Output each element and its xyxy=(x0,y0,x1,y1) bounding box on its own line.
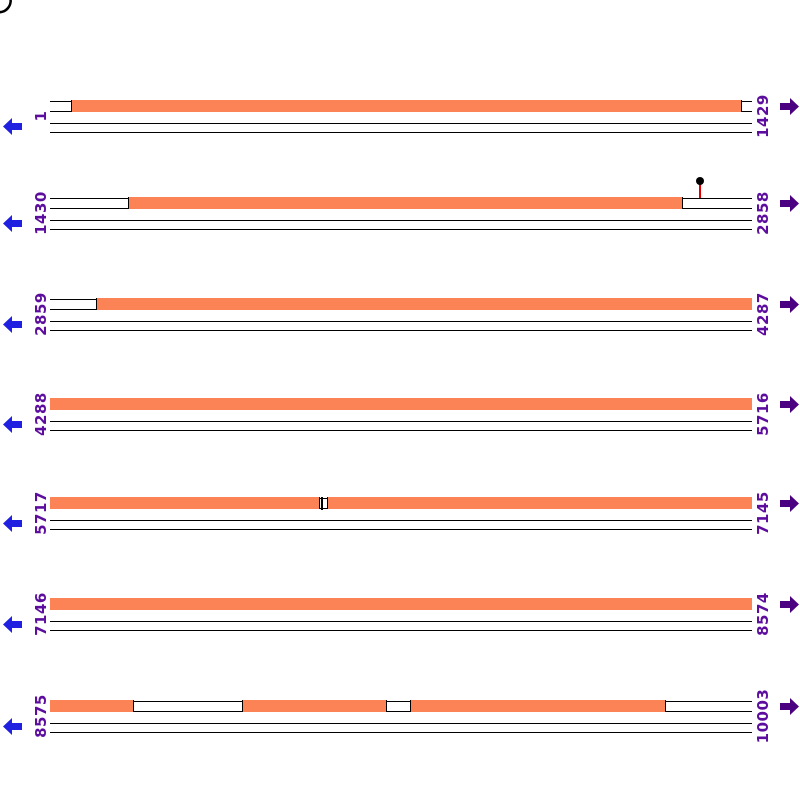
segment-start-coordinate: 8575 xyxy=(32,694,50,738)
frame-line-1 xyxy=(50,701,752,702)
segment-start-coordinate: 1 xyxy=(32,110,50,122)
frame-line-3 xyxy=(50,321,752,322)
segment-start-coordinate: 4288 xyxy=(32,392,50,436)
segment-end-coordinate: 4287 xyxy=(754,292,772,336)
segment-start-coordinate: 1430 xyxy=(32,191,50,235)
frame-line-4 xyxy=(50,330,752,331)
next-segment-arrow-icon[interactable] xyxy=(780,296,799,313)
frame-line-3 xyxy=(50,220,752,221)
frame-line-4 xyxy=(50,132,752,133)
feature-bar[interactable] xyxy=(327,497,752,509)
prev-segment-arrow-icon[interactable] xyxy=(3,416,22,433)
next-segment-arrow-icon[interactable] xyxy=(780,698,799,715)
next-segment-arrow-icon[interactable] xyxy=(780,495,799,512)
feature-bar[interactable] xyxy=(128,197,683,209)
frame-line-3 xyxy=(50,621,752,622)
segment-end-coordinate: 5716 xyxy=(754,392,772,436)
frame-line-3 xyxy=(50,421,752,422)
feature-bar[interactable] xyxy=(96,298,752,310)
feature-bar[interactable] xyxy=(50,700,134,712)
prev-segment-arrow-icon[interactable] xyxy=(3,515,22,532)
frame-line-3 xyxy=(50,123,752,124)
segment-end-coordinate: 7145 xyxy=(754,491,772,535)
segment-end-coordinate: 2858 xyxy=(754,191,772,235)
next-segment-arrow-icon[interactable] xyxy=(780,98,799,115)
next-segment-arrow-icon[interactable] xyxy=(780,396,799,413)
feature-bar[interactable] xyxy=(50,598,752,610)
segment-start-coordinate: 7146 xyxy=(32,592,50,636)
prev-segment-arrow-icon[interactable] xyxy=(3,316,22,333)
segment-start-coordinate: 2859 xyxy=(32,292,50,336)
segment-start-coordinate: 5717 xyxy=(32,491,50,535)
boundary-tick xyxy=(321,497,323,510)
next-segment-arrow-icon[interactable] xyxy=(780,195,799,212)
marker-stem xyxy=(699,184,701,198)
feature-bar[interactable] xyxy=(71,100,742,112)
prev-segment-arrow-icon[interactable] xyxy=(3,118,22,135)
frame-line-4 xyxy=(50,732,752,733)
frame-line-4 xyxy=(50,529,752,530)
segment-end-coordinate: 1429 xyxy=(754,94,772,138)
feature-bar[interactable] xyxy=(410,700,666,712)
corner-mark-icon xyxy=(0,0,12,14)
feature-bar[interactable] xyxy=(50,398,752,410)
segment-end-coordinate: 8574 xyxy=(754,592,772,636)
frame-line-4 xyxy=(50,630,752,631)
marker-dot[interactable] xyxy=(696,177,704,185)
prev-segment-arrow-icon[interactable] xyxy=(3,718,22,735)
segment-end-coordinate: 10003 xyxy=(754,688,772,744)
feature-bar[interactable] xyxy=(50,497,320,509)
prev-segment-arrow-icon[interactable] xyxy=(3,215,22,232)
next-segment-arrow-icon[interactable] xyxy=(780,596,799,613)
frame-line-2 xyxy=(50,711,752,712)
frame-line-3 xyxy=(50,520,752,521)
frame-line-4 xyxy=(50,229,752,230)
feature-bar[interactable] xyxy=(242,700,387,712)
prev-segment-arrow-icon[interactable] xyxy=(3,616,22,633)
frame-line-3 xyxy=(50,723,752,724)
frame-line-4 xyxy=(50,430,752,431)
